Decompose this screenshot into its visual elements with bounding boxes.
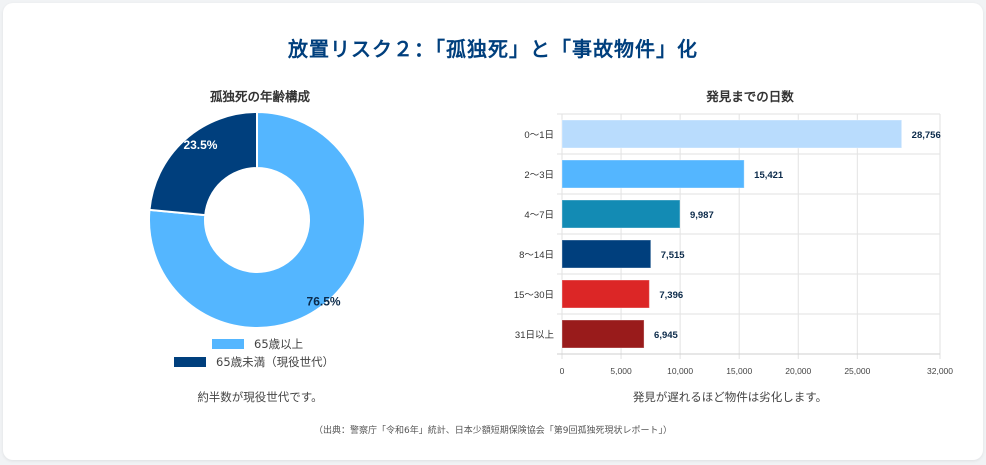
x-tick-label: 25,000 xyxy=(844,366,870,376)
y-category-label: 15〜30日 xyxy=(514,290,554,301)
bar[interactable] xyxy=(561,159,745,189)
donut-title: 孤独死の年齢構成 xyxy=(209,89,310,104)
y-category-label: 0〜1日 xyxy=(524,130,554,141)
bar-data-label: 15,421 xyxy=(754,170,784,181)
donut-data-label: 23.5% xyxy=(183,138,217,152)
x-tick-label: 20,000 xyxy=(785,366,811,376)
legend-item-65-plus[interactable]: 65歳以上 xyxy=(212,335,334,353)
bar[interactable] xyxy=(561,119,903,149)
legend-label: 65歳以上 xyxy=(254,337,304,351)
page-title: 放置リスク２：「孤独死」と「事故物件」化 xyxy=(288,37,698,61)
bar-data-label: 9,987 xyxy=(690,210,714,221)
y-category-label: 4〜7日 xyxy=(524,210,554,221)
donut-slice[interactable] xyxy=(148,110,258,217)
x-tick-label: 15,000 xyxy=(726,366,752,376)
legend-swatch xyxy=(174,357,206,367)
source-note: （出典：警察庁「令和6年」統計、日本少額短期保険協会「第9回孤独死現状レポート」… xyxy=(314,426,672,436)
donut-data-label: 76.5% xyxy=(307,294,341,308)
bar-data-label: 28,756 xyxy=(912,130,941,141)
bar-caption: 発見が遅れるほど物件は劣化します。 xyxy=(632,390,828,404)
y-category-label: 2〜3日 xyxy=(524,170,554,181)
bar[interactable] xyxy=(561,279,650,309)
x-tick-label: 10,000 xyxy=(667,366,693,376)
donut-slice[interactable] xyxy=(148,110,366,329)
x-tick-label: 32,000 xyxy=(927,366,953,376)
bar[interactable] xyxy=(561,239,652,269)
donut-chart: 76.5% 23.5% xyxy=(148,110,366,329)
legend-label: 65歳未満（現役世代） xyxy=(216,355,335,369)
bar-chart: 0 5,000 10,000 15,000 20,000 25,000 32,000 0〜1日… xyxy=(514,113,953,376)
legend-swatch xyxy=(212,339,244,349)
bar-data-label: 7,515 xyxy=(661,250,685,261)
donut-legend: 65歳以上 65歳未満（現役世代） xyxy=(174,335,334,371)
x-tick-label: 0 xyxy=(560,366,565,376)
bar[interactable] xyxy=(561,199,681,229)
bar-data-label: 6,945 xyxy=(654,330,678,341)
bar[interactable] xyxy=(561,319,645,349)
bar-title: 発見までの日数 xyxy=(706,89,794,104)
x-tick-label: 5,000 xyxy=(610,366,632,376)
legend-item-under-65[interactable]: 65歳未満（現役世代） xyxy=(174,353,334,371)
bar-data-label: 7,396 xyxy=(659,290,683,301)
y-category-label: 31日以上 xyxy=(515,330,555,341)
y-category-label: 8〜14日 xyxy=(519,250,554,261)
donut-caption: 約半数が現役世代です。 xyxy=(197,390,323,404)
